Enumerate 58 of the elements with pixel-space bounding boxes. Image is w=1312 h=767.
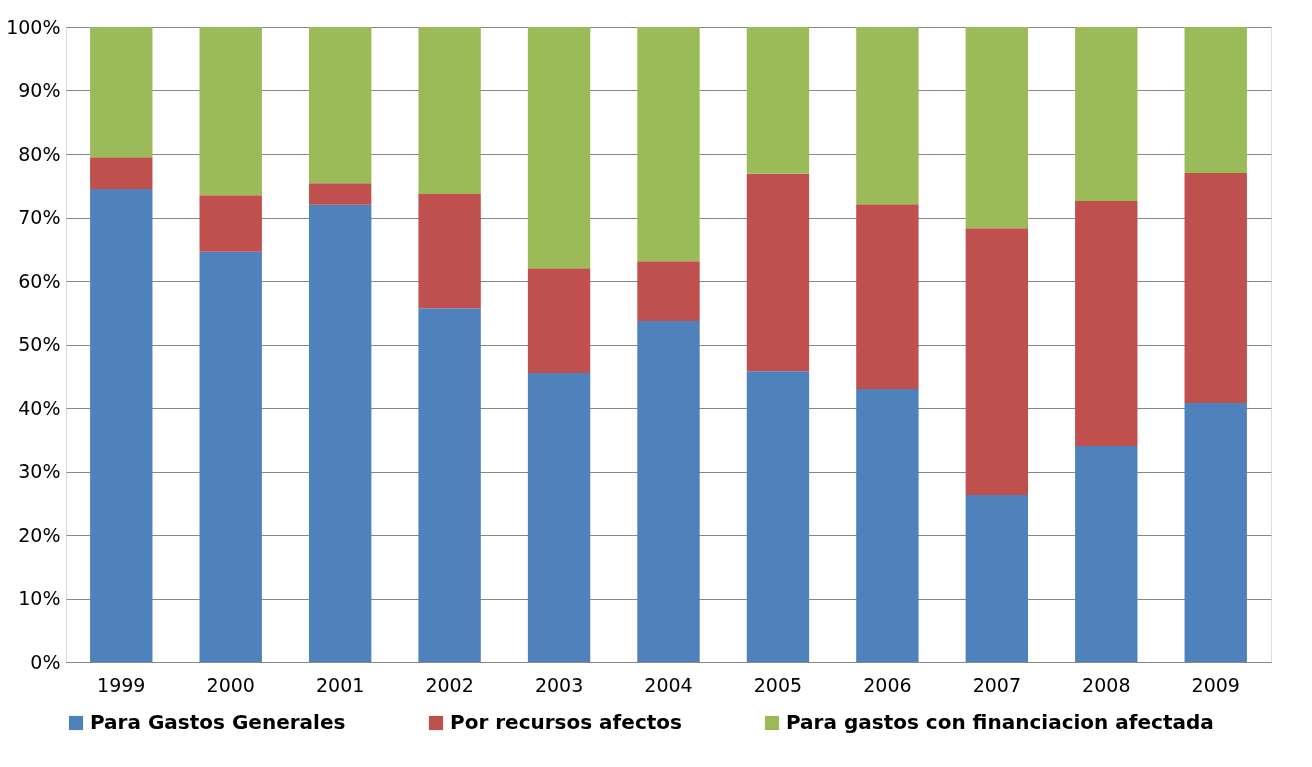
y-tick-label: 10% xyxy=(18,587,61,609)
bar xyxy=(527,373,591,662)
bar xyxy=(1184,27,1247,174)
bar xyxy=(308,183,372,205)
bar xyxy=(1075,200,1138,447)
x-tick-label: 1999 xyxy=(97,673,146,696)
y-tick-label: 40% xyxy=(18,396,61,419)
bar xyxy=(418,27,481,195)
x-tick-label: 2000 xyxy=(206,673,255,696)
y-tick-label: 70% xyxy=(18,206,61,228)
y-tick-label: 30% xyxy=(18,460,61,482)
bar xyxy=(308,27,372,184)
y-tick-label: 90% xyxy=(18,79,61,101)
bar xyxy=(746,27,810,174)
x-tick-label: 2004 xyxy=(644,673,693,696)
bar xyxy=(746,173,810,372)
y-tick-label: 60% xyxy=(18,269,61,292)
legend-label: Para gastos con financiacion afectada xyxy=(786,710,1214,734)
bar xyxy=(637,321,700,662)
bar xyxy=(527,27,591,269)
x-tick-label: 2005 xyxy=(753,673,803,696)
legend-label: Por recursos afectos xyxy=(450,710,682,734)
x-tick-label: 2006 xyxy=(863,673,912,696)
x-tick-label: 2007 xyxy=(972,673,1022,696)
bar xyxy=(90,27,153,158)
y-tick-label: 20% xyxy=(18,523,61,546)
bar xyxy=(527,268,591,374)
bar xyxy=(856,204,919,389)
bar xyxy=(199,27,262,196)
x-tick-label: 2002 xyxy=(425,673,474,696)
bar xyxy=(637,27,700,262)
y-tick-label: 0% xyxy=(30,650,61,673)
bar xyxy=(965,495,1029,662)
bar xyxy=(965,27,1029,229)
x-tick-label: 2008 xyxy=(1082,673,1131,696)
bar xyxy=(965,228,1029,495)
y-tick-label: 100% xyxy=(6,15,61,38)
bar xyxy=(90,188,153,662)
x-tick-label: 2001 xyxy=(315,673,365,696)
bar xyxy=(418,194,481,309)
bar xyxy=(746,371,810,662)
x-tick-label: 2003 xyxy=(534,673,584,696)
bar xyxy=(637,261,700,322)
bar xyxy=(1075,446,1138,662)
bar xyxy=(1075,27,1138,201)
bar xyxy=(199,195,262,252)
bar xyxy=(1184,402,1247,662)
x-tick-label: 2009 xyxy=(1191,673,1240,696)
bar xyxy=(856,27,919,205)
bar xyxy=(856,388,919,662)
bar xyxy=(90,157,153,189)
bar xyxy=(308,204,372,662)
legend-label: Para Gastos Generales xyxy=(90,710,346,734)
y-tick-label: 50% xyxy=(18,333,61,355)
bar xyxy=(1184,173,1247,403)
bar xyxy=(199,251,262,662)
bar xyxy=(418,308,481,662)
y-tick-label: 80% xyxy=(18,142,61,165)
